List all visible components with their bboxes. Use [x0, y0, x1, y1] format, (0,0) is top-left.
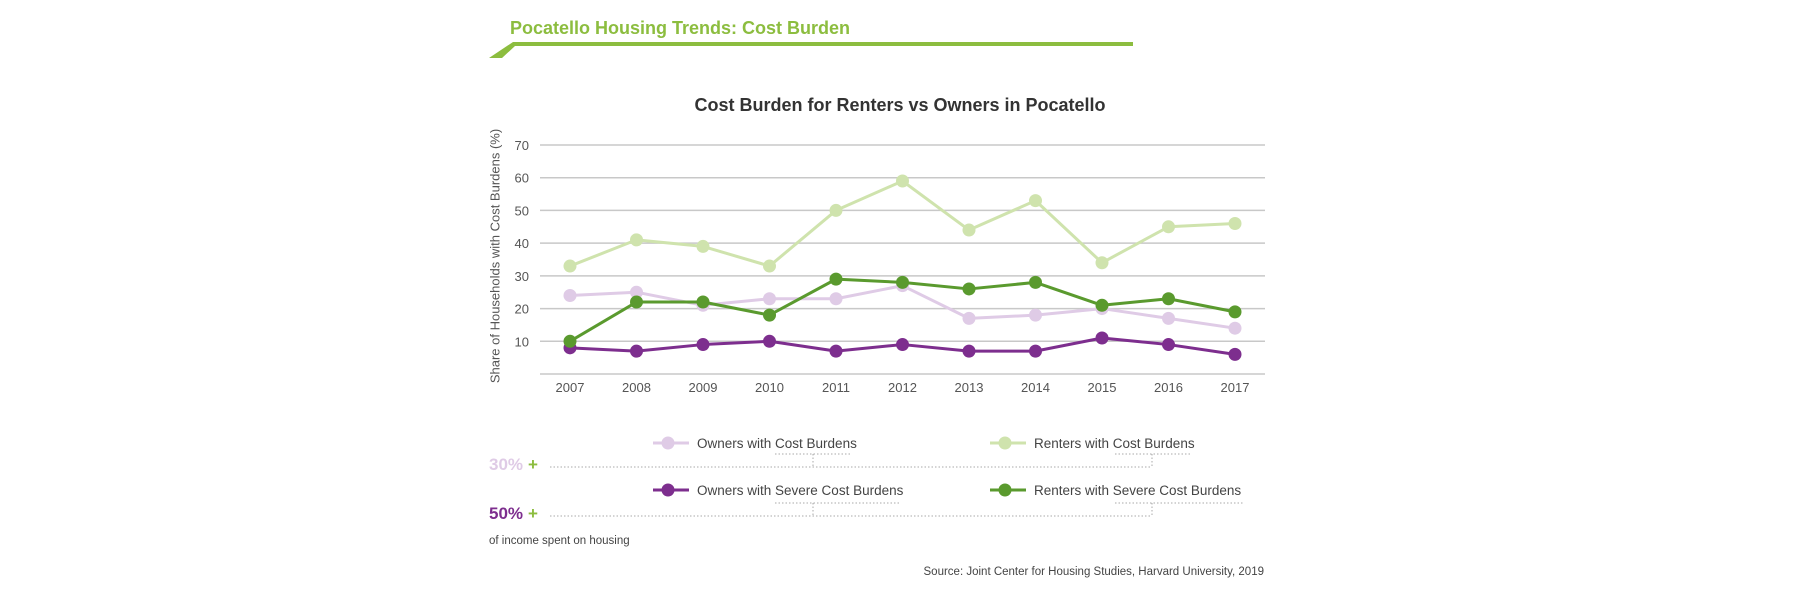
connector-owners-cost	[775, 453, 850, 467]
x-tick-label: 2010	[755, 380, 784, 395]
y-tick-label: 70	[515, 138, 529, 153]
threshold-30-plus: +	[528, 455, 538, 474]
data-point-2-7	[1029, 344, 1042, 358]
data-point-1-3	[763, 259, 776, 273]
data-point-2-6	[962, 344, 976, 358]
data-point-1-10	[1228, 217, 1242, 231]
data-point-0-6	[962, 311, 976, 325]
data-point-2-10	[1228, 347, 1242, 361]
data-point-1-0	[563, 259, 577, 273]
legend-label-emph: Severe Cost Burdens	[775, 482, 904, 498]
data-point-3-9	[1162, 292, 1175, 306]
x-tick-label: 2008	[622, 380, 651, 395]
data-point-0-10	[1228, 321, 1242, 335]
connector-renters-severe	[1115, 502, 1243, 516]
data-point-3-1	[630, 295, 643, 309]
threshold-50-value: 50%	[489, 504, 524, 523]
y-tick-label: 30	[515, 269, 529, 284]
legend-label-emph: Severe Cost Burdens	[1112, 482, 1242, 498]
x-tick-label: 2014	[1021, 380, 1050, 395]
y-tick-label: 10	[515, 334, 529, 349]
legend-item-owners-severe-cost-burdens: Owners with Severe Cost Burdens	[651, 482, 903, 498]
x-tick-label: 2017	[1221, 380, 1250, 395]
data-point-0-1	[630, 285, 643, 299]
y-tick-label: 20	[515, 302, 529, 317]
legend-item-owners-cost-burdens: Owners with Cost Burdens	[651, 435, 857, 451]
data-point-2-1	[630, 344, 643, 358]
data-point-0-3	[763, 292, 776, 306]
data-point-0-9	[1162, 311, 1175, 325]
chart-title: Cost Burden for Renters vs Owners in Poc…	[694, 95, 1106, 115]
connector-renters-cost	[1115, 453, 1190, 467]
data-point-3-8	[1095, 298, 1109, 312]
data-point-3-2	[696, 295, 710, 309]
data-point-2-4	[829, 344, 843, 358]
x-tick-label: 2007	[556, 380, 585, 395]
threshold-footnote: of income spent on housing	[489, 535, 630, 547]
legend-swatch-renters-severe	[990, 483, 1026, 497]
threshold-30-value: 30%	[489, 455, 524, 474]
source-note: Source: Joint Center for Housing Studies…	[923, 566, 1264, 578]
data-point-3-4	[829, 272, 843, 286]
page-title: Pocatello Housing Trends: Cost Burden	[510, 18, 851, 38]
threshold-30-label: 30% +	[489, 455, 538, 475]
data-point-1-9	[1162, 220, 1175, 234]
legend-label-emph: Cost Burdens	[775, 435, 857, 451]
data-point-1-2	[696, 239, 710, 253]
data-point-2-5	[896, 338, 909, 352]
data-point-1-7	[1029, 194, 1042, 208]
data-point-2-3	[763, 334, 776, 348]
legend-swatch-owners-cost-burdens	[653, 436, 689, 450]
x-tick-label: 2013	[955, 380, 984, 395]
header-underline	[489, 42, 1133, 58]
data-point-1-5	[896, 174, 909, 188]
data-point-1-6	[962, 223, 976, 237]
data-point-1-1	[630, 233, 643, 247]
data-point-1-8	[1095, 256, 1109, 270]
legend-swatch-renters-cost-burdens	[990, 436, 1026, 450]
data-point-2-9	[1162, 338, 1175, 352]
x-tick-label: 2015	[1088, 380, 1117, 395]
data-point-3-10	[1228, 305, 1242, 319]
data-point-3-6	[962, 282, 976, 296]
legend-swatch-owners-severe	[653, 483, 689, 497]
legend-label-prefix: Owners with	[697, 435, 776, 451]
legend-item-renters-cost-burdens: Renters with Cost Burdens	[988, 435, 1195, 451]
legend-label-prefix: Renters with	[1034, 482, 1113, 498]
data-point-2-8	[1095, 331, 1109, 345]
legend-label-prefix: Owners with	[697, 482, 776, 498]
x-tick-label: 2012	[888, 380, 917, 395]
x-tick-label: 2009	[689, 380, 718, 395]
legend-label-prefix: Renters with	[1034, 435, 1113, 451]
data-point-0-0	[563, 288, 577, 302]
y-tick-label: 60	[515, 171, 529, 186]
data-point-3-7	[1029, 275, 1042, 289]
y-tick-label: 50	[515, 203, 529, 218]
threshold-50-label: 50% +	[489, 504, 538, 524]
legend-item-renters-severe-cost-burdens: Renters with Severe Cost Burdens	[988, 482, 1241, 498]
connector-owners-severe	[775, 502, 900, 516]
data-point-2-2	[696, 338, 710, 352]
legend-label-emph: Cost Burdens	[1112, 435, 1195, 451]
data-point-1-4	[829, 203, 843, 217]
threshold-50-plus: +	[528, 504, 538, 523]
data-point-0-4	[829, 292, 843, 306]
data-point-0-7	[1029, 308, 1042, 322]
y-tick-label: 40	[515, 236, 529, 251]
data-point-3-0	[563, 334, 577, 348]
x-tick-label: 2011	[822, 380, 850, 395]
x-tick-label: 2016	[1154, 380, 1183, 395]
data-point-3-3	[763, 308, 776, 322]
data-point-3-5	[896, 275, 909, 289]
